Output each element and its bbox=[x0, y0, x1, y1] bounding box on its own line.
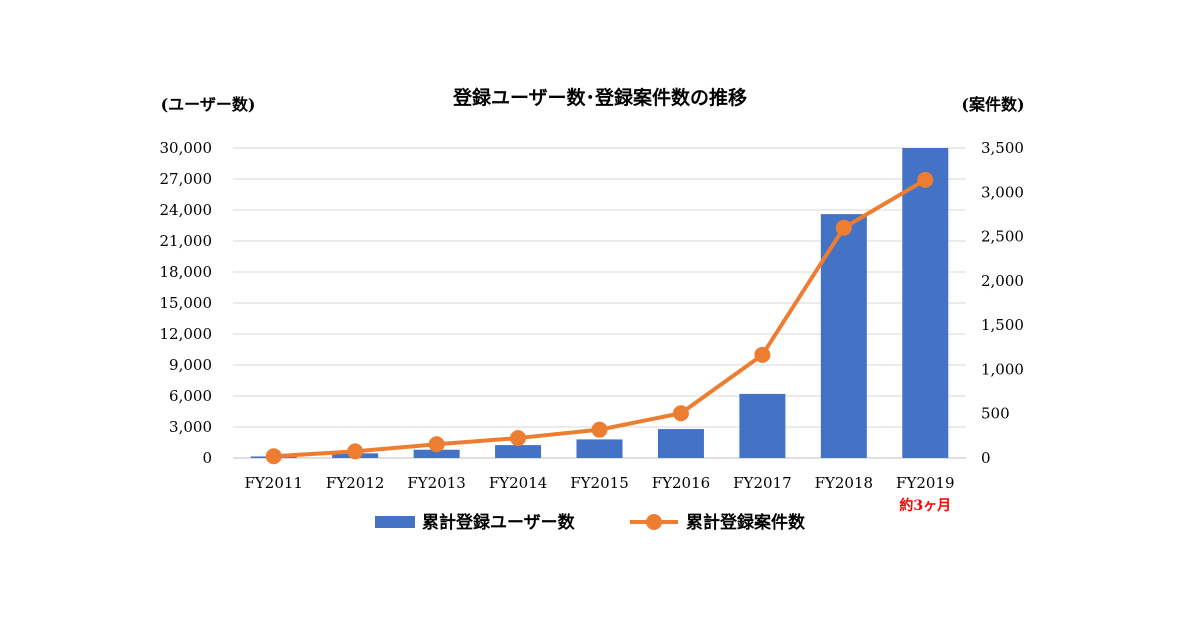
line-point bbox=[510, 430, 527, 447]
y-left-tick-label: 6,000 bbox=[169, 387, 212, 405]
line-point bbox=[917, 171, 934, 188]
x-tick-label: FY2015 bbox=[570, 474, 628, 492]
y-right-tick-label: 1,000 bbox=[981, 360, 1024, 378]
y-left-tick-label: 9,000 bbox=[169, 356, 212, 374]
y-right-tick-label: 2,000 bbox=[981, 272, 1024, 290]
y-left-tick-label: 15,000 bbox=[160, 294, 213, 312]
y-left-tick-label: 12,000 bbox=[160, 325, 213, 343]
x-tick-label: FY2013 bbox=[407, 474, 465, 492]
y-left-tick-label: 30,000 bbox=[160, 139, 213, 157]
y-right-tick-label: 1,500 bbox=[981, 316, 1024, 334]
bar bbox=[413, 449, 460, 458]
x-tick-label: FY2019 bbox=[896, 474, 954, 492]
y-left-tick-labels: 0 3,000 6,000 9,000 12,000 15,000 18,000 21,000… bbox=[160, 139, 213, 467]
y-right-tick-label: 2,500 bbox=[981, 228, 1024, 246]
y-right-axis-title: (案件数) bbox=[961, 95, 1024, 114]
legend-line-marker bbox=[646, 514, 662, 530]
category-note: 約3ヶ月 bbox=[899, 497, 951, 514]
line-point bbox=[835, 219, 852, 236]
legend-line-label: 累計登録案件数 bbox=[686, 512, 806, 533]
y-left-tick-label: 0 bbox=[202, 449, 212, 467]
y-left-tick-label: 3,000 bbox=[169, 418, 212, 436]
line-point bbox=[428, 436, 445, 453]
y-left-tick-label: 18,000 bbox=[160, 263, 213, 281]
bar bbox=[495, 445, 542, 458]
x-tick-label: FY2016 bbox=[652, 474, 710, 492]
legend-bar-label: 累計登録ユーザー数 bbox=[422, 512, 576, 533]
y-left-tick-label: 21,000 bbox=[160, 232, 213, 250]
line-point bbox=[754, 346, 771, 363]
line-point bbox=[347, 443, 364, 460]
legend-bar-swatch bbox=[375, 516, 415, 528]
x-tick-label: FY2018 bbox=[815, 474, 873, 492]
x-tick-label: FY2011 bbox=[244, 474, 302, 492]
y-left-tick-label: 24,000 bbox=[160, 201, 213, 219]
y-right-tick-label: 0 bbox=[981, 449, 991, 467]
y-right-tick-label: 500 bbox=[981, 405, 1010, 423]
bar bbox=[902, 148, 949, 458]
line-point bbox=[265, 448, 282, 465]
bar bbox=[576, 439, 623, 458]
y-right-tick-labels: 0 500 1,000 1,500 2,000 2,500 3,000 3,500 bbox=[981, 139, 1024, 467]
legend: 累計登録ユーザー数 累計登録案件数 bbox=[375, 512, 806, 533]
chart-title: 登録ユーザー数･登録案件数の推移 bbox=[452, 86, 747, 109]
line-point bbox=[672, 405, 689, 422]
y-right-tick-label: 3,000 bbox=[981, 183, 1024, 201]
y-left-tick-label: 27,000 bbox=[160, 170, 213, 188]
bar bbox=[739, 393, 786, 458]
line-point bbox=[591, 421, 608, 438]
gridlines bbox=[233, 147, 966, 459]
y-left-axis-title: (ユーザー数) bbox=[161, 95, 256, 114]
x-tick-labels: FY2011 FY2012 FY2013 FY2014 FY2015 FY2016 FY20… bbox=[244, 474, 954, 492]
x-tick-label: FY2017 bbox=[733, 474, 791, 492]
bar bbox=[657, 429, 704, 458]
y-right-tick-label: 3,500 bbox=[981, 139, 1024, 157]
x-tick-label: FY2014 bbox=[489, 474, 547, 492]
x-tick-label: FY2012 bbox=[326, 474, 384, 492]
line-series bbox=[265, 171, 934, 465]
